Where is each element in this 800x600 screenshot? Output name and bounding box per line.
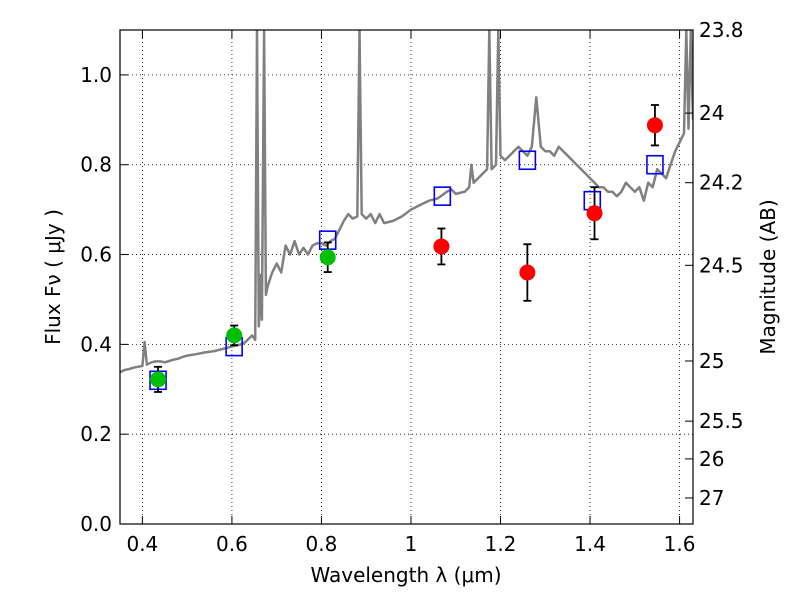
x-tick-label: 0.6 <box>216 532 248 556</box>
x-tick-label: 0.8 <box>306 532 338 556</box>
y2-tick-label: 25 <box>699 349 724 373</box>
ticks-layer: 0.4 0.6 0.8 1 1.2 1.4 1.6 0.0 0.2 0.4 0.6 0.8 1.0 23.… <box>80 18 743 556</box>
model-box-marker <box>433 186 452 206</box>
y-tick-label: 1.0 <box>80 63 112 87</box>
x-tick-label: 1.6 <box>664 532 696 556</box>
x-axis-title: Wavelength λ (μm) <box>310 563 501 587</box>
x-tick-label: 1.4 <box>574 532 606 556</box>
y2-tick-label: 24 <box>699 101 724 125</box>
y2-axis-title: Magnitude (AB) <box>756 199 780 354</box>
y2-tick-label: 26 <box>699 447 724 471</box>
plot-frame <box>119 29 694 525</box>
y2-tick-label: 24.2 <box>699 171 744 195</box>
points-layer <box>149 104 664 393</box>
green-data-point <box>150 371 167 388</box>
x-tick-label: 1 <box>405 532 418 556</box>
green-data-point <box>319 249 336 266</box>
y-tick-label: 0.8 <box>80 153 112 177</box>
x-tick-label: 0.4 <box>126 532 158 556</box>
red-data-point <box>646 117 663 134</box>
x-tick-label: 1.2 <box>485 532 517 556</box>
y2-tick-label: 23.8 <box>699 18 744 42</box>
green-data-point <box>226 327 243 344</box>
model-box-marker <box>646 154 664 175</box>
y2-tick-label: 25.5 <box>699 409 744 433</box>
y-tick-label: 0.6 <box>80 243 112 267</box>
y2-tick-label: 27 <box>699 486 724 510</box>
spectrum-line <box>120 30 693 374</box>
red-data-point <box>586 205 603 222</box>
spectrum-layer <box>120 30 693 374</box>
model-box-marker <box>518 150 537 171</box>
y-tick-label: 0.4 <box>80 332 112 356</box>
y-tick-label: 0.0 <box>80 512 112 536</box>
y-axis-title: Flux Fν ( μJy ) <box>41 209 65 345</box>
y-tick-label: 0.2 <box>80 422 112 446</box>
red-data-point <box>433 238 450 255</box>
y2-tick-label: 24.5 <box>699 253 744 277</box>
red-data-point <box>519 264 536 281</box>
